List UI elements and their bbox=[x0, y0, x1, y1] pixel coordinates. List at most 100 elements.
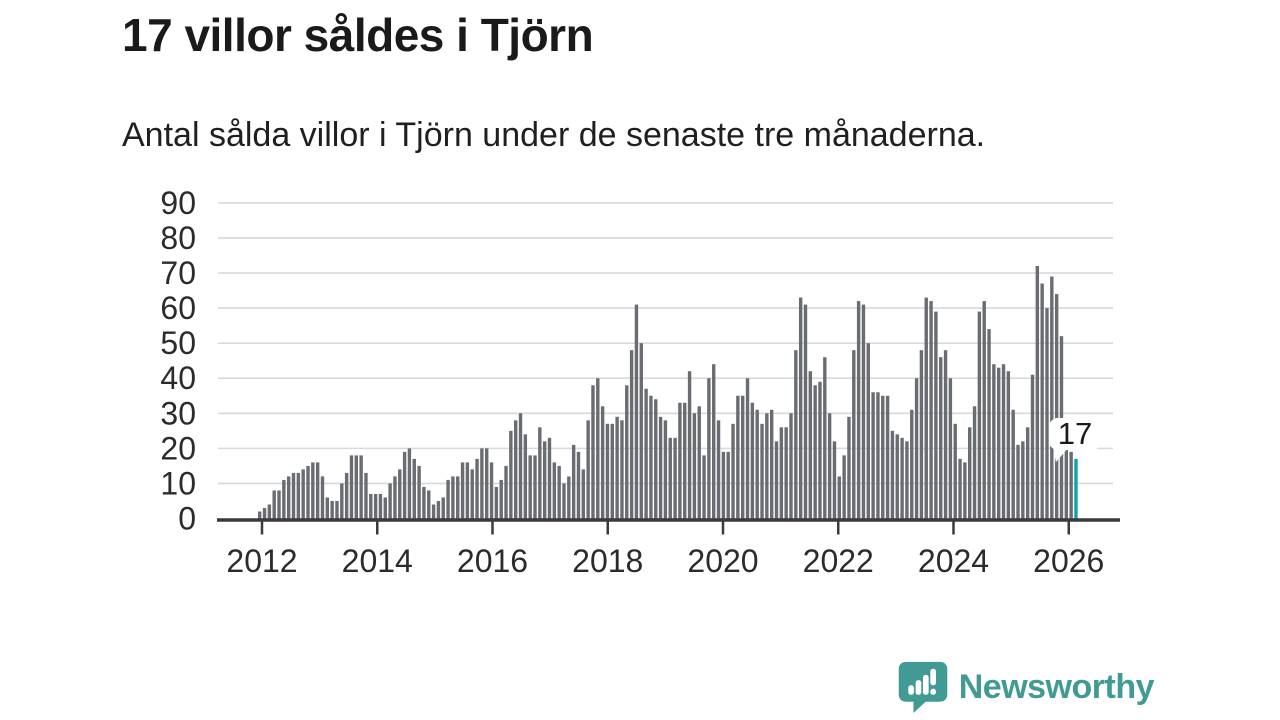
bar bbox=[837, 476, 841, 519]
bar bbox=[639, 343, 643, 519]
bar bbox=[673, 437, 677, 519]
bar bbox=[784, 427, 788, 519]
chart-title: 17 villor såldes i Tjörn bbox=[122, 9, 594, 61]
bar bbox=[644, 388, 648, 519]
bar bbox=[1030, 374, 1035, 519]
bar bbox=[523, 434, 528, 519]
bar bbox=[996, 367, 1001, 519]
bar bbox=[325, 497, 330, 519]
bar bbox=[533, 455, 537, 519]
bar bbox=[272, 490, 276, 519]
bar bbox=[987, 329, 991, 519]
bar bbox=[547, 437, 552, 519]
bar bbox=[1054, 294, 1059, 519]
bar bbox=[890, 430, 895, 519]
x-axis-label-2012: 2012 bbox=[226, 543, 297, 579]
bar bbox=[794, 350, 798, 519]
y-axis-label-20: 20 bbox=[160, 430, 196, 466]
bar bbox=[658, 416, 663, 519]
bar bbox=[741, 395, 745, 519]
bar bbox=[779, 427, 784, 519]
bar bbox=[258, 511, 262, 519]
x-axis-label-2026: 2026 bbox=[1033, 543, 1104, 579]
bar bbox=[726, 451, 730, 519]
logo-bar-1 bbox=[908, 685, 914, 695]
bar bbox=[755, 409, 759, 519]
bar bbox=[431, 504, 436, 519]
bar bbox=[625, 385, 629, 519]
bar bbox=[1016, 444, 1020, 519]
bar bbox=[504, 465, 508, 519]
bar bbox=[513, 420, 518, 519]
chart-subtitle: Antal sålda villor i Tjörn under de sena… bbox=[122, 116, 986, 154]
bar bbox=[538, 427, 542, 519]
bar bbox=[1011, 409, 1015, 519]
bar bbox=[359, 455, 363, 519]
bar bbox=[692, 413, 697, 519]
bar bbox=[485, 448, 489, 519]
bar bbox=[460, 462, 465, 519]
annotation-bubble-tail bbox=[1052, 447, 1069, 462]
bar bbox=[571, 444, 576, 519]
bar bbox=[885, 395, 890, 519]
x-axis-label-2024: 2024 bbox=[918, 543, 989, 579]
bar bbox=[1050, 276, 1054, 519]
logo-bar-3 bbox=[922, 674, 929, 695]
y-axis-label-90: 90 bbox=[160, 185, 196, 221]
bar bbox=[412, 458, 416, 519]
bar bbox=[1025, 427, 1030, 519]
bar bbox=[311, 462, 315, 519]
bar bbox=[282, 479, 286, 519]
bar bbox=[803, 304, 808, 519]
x-axis-label-2016: 2016 bbox=[457, 543, 528, 579]
bar bbox=[712, 364, 716, 519]
bar bbox=[562, 483, 566, 519]
bar bbox=[832, 441, 837, 519]
bar bbox=[600, 406, 605, 519]
bar bbox=[852, 350, 856, 519]
bar-highlight bbox=[1074, 458, 1078, 519]
bar bbox=[422, 486, 426, 519]
bar bbox=[842, 455, 846, 519]
bar bbox=[470, 469, 474, 519]
bar bbox=[847, 416, 851, 519]
bar bbox=[402, 451, 407, 519]
bar bbox=[286, 476, 291, 519]
bar bbox=[977, 311, 982, 519]
bar bbox=[649, 395, 653, 519]
bar bbox=[480, 448, 484, 519]
bar bbox=[335, 500, 339, 519]
bar bbox=[417, 465, 421, 519]
bar bbox=[262, 507, 267, 519]
bar bbox=[910, 409, 914, 519]
bar bbox=[605, 423, 610, 519]
bar bbox=[982, 301, 986, 519]
annotation-bubble bbox=[1048, 418, 1101, 450]
bar bbox=[905, 441, 909, 519]
bar bbox=[895, 434, 899, 519]
bar bbox=[1064, 448, 1069, 519]
bar bbox=[1001, 364, 1006, 519]
bar bbox=[291, 472, 296, 519]
bar bbox=[914, 378, 919, 519]
bar bbox=[576, 451, 581, 519]
bar bbox=[296, 472, 301, 519]
bar bbox=[364, 472, 368, 519]
bar bbox=[900, 437, 904, 519]
bar bbox=[968, 427, 972, 519]
bar bbox=[407, 448, 412, 519]
bar bbox=[760, 423, 764, 519]
bar bbox=[475, 458, 479, 519]
bar bbox=[465, 462, 470, 519]
x-axis-label-2014: 2014 bbox=[342, 543, 413, 579]
bar bbox=[745, 378, 750, 519]
bar bbox=[581, 469, 586, 519]
bar bbox=[861, 304, 866, 519]
bar bbox=[456, 476, 460, 519]
bar bbox=[856, 301, 861, 519]
bar bbox=[866, 343, 870, 519]
newsworthy-logo-text: Newsworthy bbox=[958, 667, 1155, 706]
bar bbox=[393, 476, 397, 519]
x-axis-label-2022: 2022 bbox=[803, 543, 874, 579]
